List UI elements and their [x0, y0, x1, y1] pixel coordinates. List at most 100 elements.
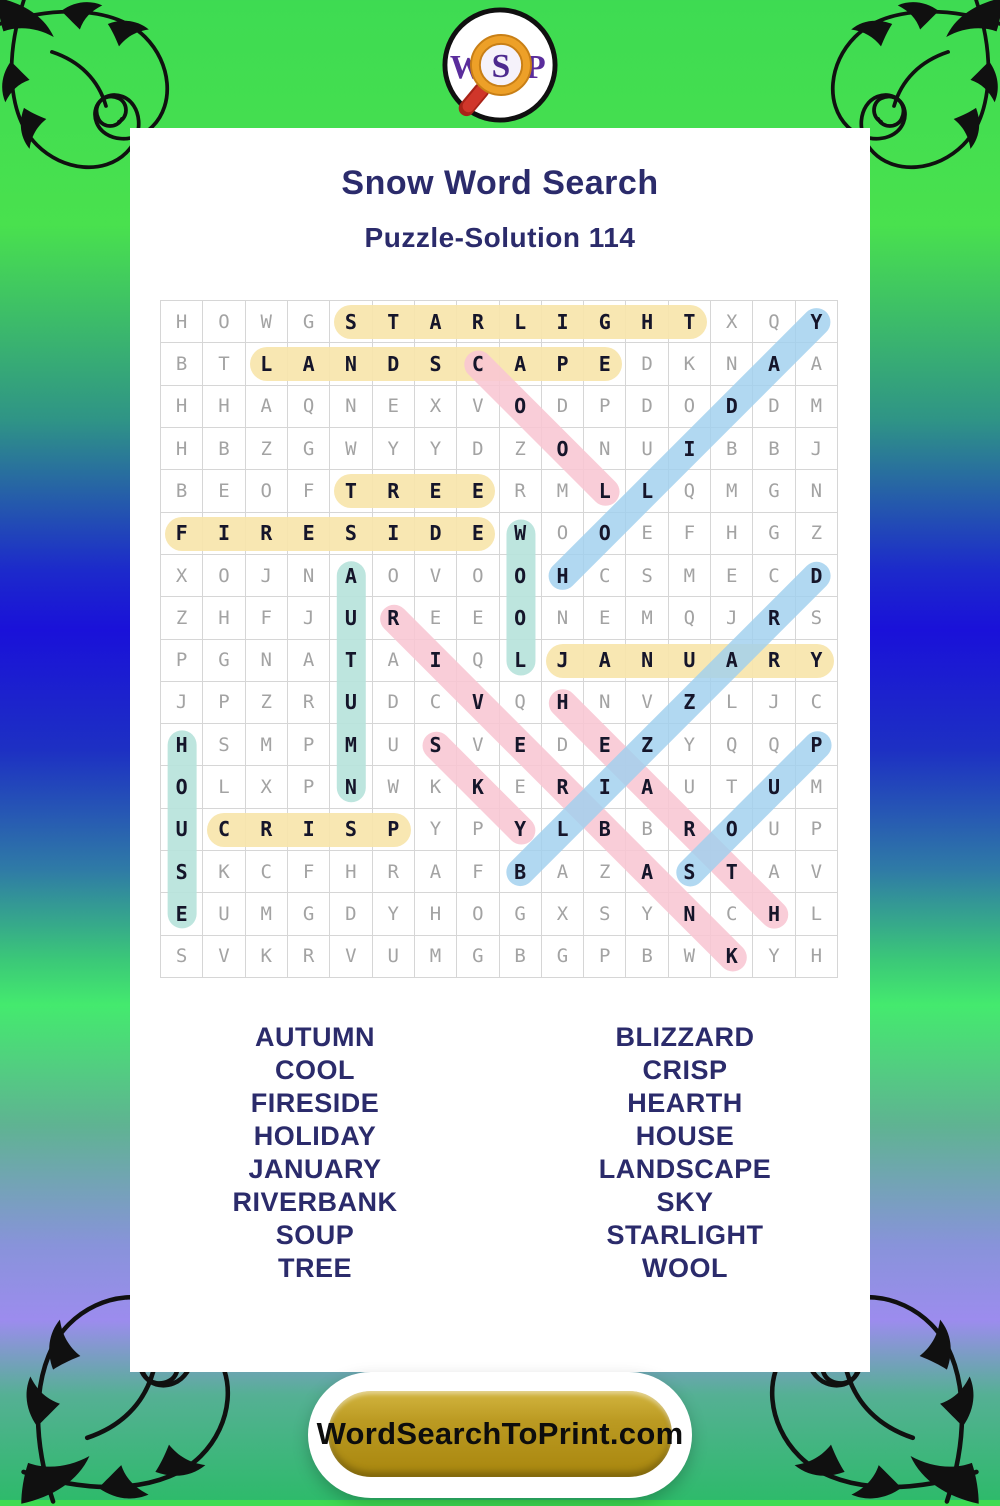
grid-cell: D	[372, 343, 415, 386]
grid-cell: H	[161, 427, 204, 471]
grid-cell: T	[330, 470, 373, 513]
grid-cell: S	[795, 597, 838, 640]
word-list-left-column: AUTUMN COOL FIRESIDE HOLIDAY JANUARY RIVERBAN…	[130, 1021, 500, 1285]
grid-cell: G	[287, 301, 331, 344]
grid-cell: F	[287, 470, 331, 513]
grid-cell: V	[203, 935, 246, 978]
grid-cell: R	[541, 766, 585, 809]
grid-cell: N	[584, 427, 627, 471]
grid-cell: Z	[668, 681, 712, 725]
grid-cell: R	[668, 808, 712, 852]
grid-cell: U	[161, 808, 204, 852]
grid-cell: B	[626, 935, 669, 978]
grid-cell: J	[541, 639, 585, 682]
grid-cell: V	[626, 681, 669, 725]
grid-cell: M	[541, 470, 585, 513]
magnifier-rim	[471, 35, 530, 95]
grid-cell: Y	[626, 893, 669, 936]
grid-cell: R	[372, 851, 415, 894]
grid-cell: L	[499, 639, 542, 682]
grid-cell: N	[668, 893, 712, 936]
grid-cell: Q	[711, 724, 754, 767]
grid-cell: F	[287, 851, 331, 894]
word-list-item: HOUSE	[635, 1121, 735, 1151]
grid-cell: S	[330, 301, 373, 344]
grid-cell: T	[711, 766, 754, 809]
grid-cell: I	[414, 639, 458, 682]
grid-cell: X	[245, 766, 288, 809]
grid-cell: N	[626, 639, 669, 682]
grid-cell: L	[499, 301, 542, 344]
grid-cell: R	[372, 470, 415, 513]
grid-cell: X	[161, 554, 204, 598]
grid-cell: I	[584, 766, 627, 809]
grid-cell: P	[287, 724, 331, 767]
grid-cell: U	[330, 681, 373, 725]
grid-cell: S	[414, 724, 458, 767]
grid-cell: V	[330, 935, 373, 978]
grid-cell: B	[499, 935, 542, 978]
grid-cell: S	[203, 724, 246, 767]
grid-cell: R	[457, 301, 500, 344]
grid-cell: M	[795, 766, 838, 809]
grid-cell: V	[457, 724, 500, 767]
grid-cell: O	[203, 554, 246, 598]
grid-cell: Y	[372, 427, 415, 471]
grid-cell: A	[711, 639, 754, 682]
grid-cell: I	[541, 301, 585, 344]
grid-cell: C	[795, 681, 838, 725]
grid-cell: J	[161, 681, 204, 725]
website-button[interactable]: WordSearchToPrint.com	[317, 1391, 683, 1477]
grid-cell: L	[626, 470, 669, 513]
grid-cell: S	[414, 343, 458, 386]
grid-cell: A	[753, 343, 796, 386]
grid-cell: X	[541, 893, 585, 936]
grid-cell: H	[795, 935, 838, 978]
grid-cell: N	[330, 385, 373, 428]
grid-cell: G	[499, 893, 542, 936]
grid-cell: O	[457, 893, 500, 936]
grid-cell: U	[626, 427, 669, 471]
grid-cell: E	[584, 597, 627, 640]
grid-cell: D	[414, 512, 458, 555]
grid-cell: J	[795, 427, 838, 471]
grid-cell: E	[457, 512, 500, 555]
grid-cell: M	[668, 554, 712, 598]
grid-cell: B	[753, 427, 796, 471]
grid-cell: J	[245, 554, 288, 598]
word-list-item: SOUP	[275, 1220, 355, 1250]
grid-cell: G	[584, 301, 627, 344]
grid-cell: R	[245, 512, 288, 555]
grid-cell: O	[372, 554, 415, 598]
grid-cell: H	[414, 893, 458, 936]
grid-cell: N	[584, 681, 627, 725]
grid-cell: N	[330, 343, 373, 386]
grid-cell: V	[457, 681, 500, 725]
grid-cell: Z	[161, 597, 204, 640]
grid-cell: E	[203, 470, 246, 513]
grid-cell: M	[245, 893, 288, 936]
grid-cell: H	[161, 724, 204, 767]
word-list-item: LANDSCAPE	[598, 1154, 772, 1184]
grid-cell: R	[287, 935, 331, 978]
grid-cell: N	[795, 470, 838, 513]
grid-cell: O	[668, 385, 712, 428]
grid-cell: P	[372, 808, 415, 852]
grid-cell: G	[753, 512, 796, 555]
grid-cell: A	[245, 385, 288, 428]
grid-cell: L	[203, 766, 246, 809]
grid-cell: T	[711, 851, 754, 894]
grid-cell: J	[711, 597, 754, 640]
grid-cell: V	[414, 554, 458, 598]
grid-cell: U	[330, 597, 373, 640]
grid-cell: C	[711, 893, 754, 936]
grid-cell: A	[753, 851, 796, 894]
grid-cell: C	[753, 554, 796, 598]
grid-cell: J	[287, 597, 331, 640]
grid-cell: W	[372, 766, 415, 809]
grid-cell: Y	[753, 935, 796, 978]
grid-cell: H	[203, 597, 246, 640]
grid-cell: P	[161, 639, 204, 682]
grid-cell: L	[795, 893, 838, 936]
